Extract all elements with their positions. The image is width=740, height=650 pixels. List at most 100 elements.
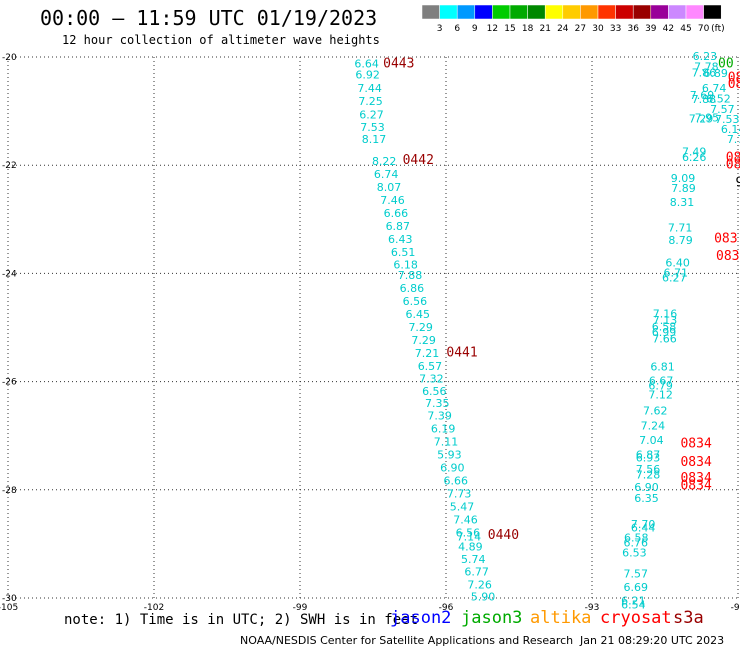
data-point-label: 7.14: [457, 530, 482, 543]
data-point-label: 7.04: [639, 434, 664, 447]
data-point-label: 6.67: [649, 375, 674, 388]
data-point-label: 6.92: [355, 68, 380, 81]
data-point-label: 6.86: [400, 282, 425, 295]
data-point-label: 6.26: [682, 151, 707, 164]
pass-time-label: 0834: [680, 471, 711, 486]
chart-title: 00:00 – 11:59 UTC 01/19/2023: [40, 6, 378, 30]
data-point-label: 6.66: [443, 475, 468, 488]
colorbar-swatch: [685, 4, 704, 20]
data-point-label: 8.22: [372, 155, 397, 168]
data-point-label: 7.25: [358, 95, 383, 108]
data-point-label: 5.74: [461, 553, 486, 566]
data-point-label: 6.57: [418, 360, 443, 373]
data-point-label: 7.53: [360, 121, 385, 134]
data-point-label: 6.27: [662, 272, 687, 285]
data-point-label: 7.29: [689, 113, 714, 126]
colorbar-tick-label: 12: [487, 24, 498, 34]
pass-time-label: 08: [726, 158, 740, 173]
satellite-legend-cryosat: cryosat: [600, 608, 672, 628]
data-point-label: 6.14: [721, 123, 740, 136]
data-point-label: 6.56: [456, 527, 481, 540]
data-point-label: 6.40: [665, 257, 690, 270]
data-point-label: 6.90: [440, 462, 465, 475]
data-point-label: 7.49: [682, 146, 707, 159]
data-point-label: 6.76: [624, 536, 649, 549]
data-point-label: 6.35: [634, 492, 659, 505]
grid-lines: [7, 56, 739, 599]
colorbar-swatch: [597, 4, 616, 20]
data-point-label: 6.54: [621, 598, 646, 611]
data-point-label: 7.70: [631, 518, 656, 531]
data-point-label: 7.28: [636, 469, 661, 482]
data-point-label: 7.57: [624, 568, 649, 581]
colorbar-tick-label: 3: [437, 24, 443, 34]
x-tick-label: -90: [731, 603, 740, 613]
data-point-label: 6.27: [359, 108, 384, 121]
data-point-label: 7.88: [692, 93, 717, 106]
generated-timestamp: Jan 21 08:29:20 UTC 2023: [580, 634, 725, 647]
y-tick-label: -28: [2, 486, 17, 496]
pass-time-label: 08: [728, 77, 740, 92]
colorbar-swatch: [580, 4, 599, 20]
colorbar-tick-label: 27: [575, 24, 586, 34]
y-axis-ticks: -20 -22 -24 -26 -28 -30: [2, 53, 17, 604]
data-point-label: 6.19: [431, 423, 456, 436]
colorbar-unit-label: (ft): [711, 24, 725, 34]
data-point-label: 7.29: [411, 334, 436, 347]
colorbar-swatch: [668, 4, 687, 20]
data-point-label: 6.64: [354, 57, 379, 70]
data-point-label: 8.79: [668, 234, 693, 247]
data-point-label: 6.74: [702, 82, 727, 95]
colorbar-tick-label: 45: [680, 24, 691, 34]
data-point-label: 6.69: [624, 581, 649, 594]
data-point-label: 6.71: [663, 266, 688, 279]
data-point-label: 6.66: [384, 207, 409, 220]
data-point-label: 6.52: [706, 93, 731, 106]
data-point-label: 7.78: [694, 61, 719, 74]
data-point-label: 6.74: [374, 168, 399, 181]
data-point-label: 6.51: [391, 246, 416, 259]
colorbar-swatch: [492, 4, 511, 20]
colorbar-swatch: [703, 4, 722, 20]
satellite-legend-jason3: jason3: [461, 608, 523, 628]
y-tick-label: -24: [2, 269, 17, 279]
data-point-label: 6.56: [403, 295, 428, 308]
pass-time-label: 08: [728, 70, 740, 85]
pass-time-label: 083: [716, 249, 739, 264]
data-point-label: 7.53: [715, 113, 740, 126]
pass-time-label: 0443: [383, 56, 414, 71]
data-point-label: 8.17: [362, 133, 387, 146]
data-point-label: 7.46: [380, 194, 405, 207]
data-point-label: 6.56: [422, 385, 447, 398]
data-point-label: 6.45: [406, 308, 431, 321]
data-point-label: 7.32: [419, 372, 444, 385]
data-point-label: 6.87: [386, 220, 411, 233]
y-tick-label: -22: [2, 161, 17, 171]
colorbar-swatch: [632, 4, 652, 20]
colorbar-tick-label: 9: [472, 24, 478, 34]
data-point-label: 6.93: [636, 451, 661, 464]
data-point-label: 8.31: [670, 196, 695, 209]
data-point-label: 7.35: [425, 397, 450, 410]
data-point-label: 7.57: [710, 103, 735, 116]
data-point-label: 5.93: [437, 449, 462, 462]
colorbar-swatch: [615, 4, 634, 20]
colorbar-tick-label: 39: [645, 24, 657, 34]
data-point-label: 6.89: [703, 67, 728, 80]
data-point-label: 7.21: [415, 347, 440, 360]
data-point-label: 6.79: [648, 379, 673, 392]
colorbar-swatch: [456, 4, 476, 20]
pass-time-label: 0834: [680, 437, 711, 452]
data-point-label: 7.62: [643, 404, 668, 417]
footer-note: note: 1) Time is in UTC; 2) SWH is in fe…: [64, 612, 419, 628]
colorbar-swatch: [527, 4, 546, 20]
colorbar-tick-label: 18: [522, 24, 534, 34]
data-point-label: 7.26: [467, 578, 492, 591]
colorbar-swatch: [474, 4, 493, 20]
data-point-label: 7.95: [695, 112, 720, 125]
data-point-label: 6.99: [652, 326, 677, 339]
data-point-label: 7.69: [690, 89, 715, 102]
data-point-label: 6.58: [624, 531, 649, 544]
data-point-label: 7.89: [671, 182, 696, 195]
pass-time-label: 083: [714, 232, 737, 247]
